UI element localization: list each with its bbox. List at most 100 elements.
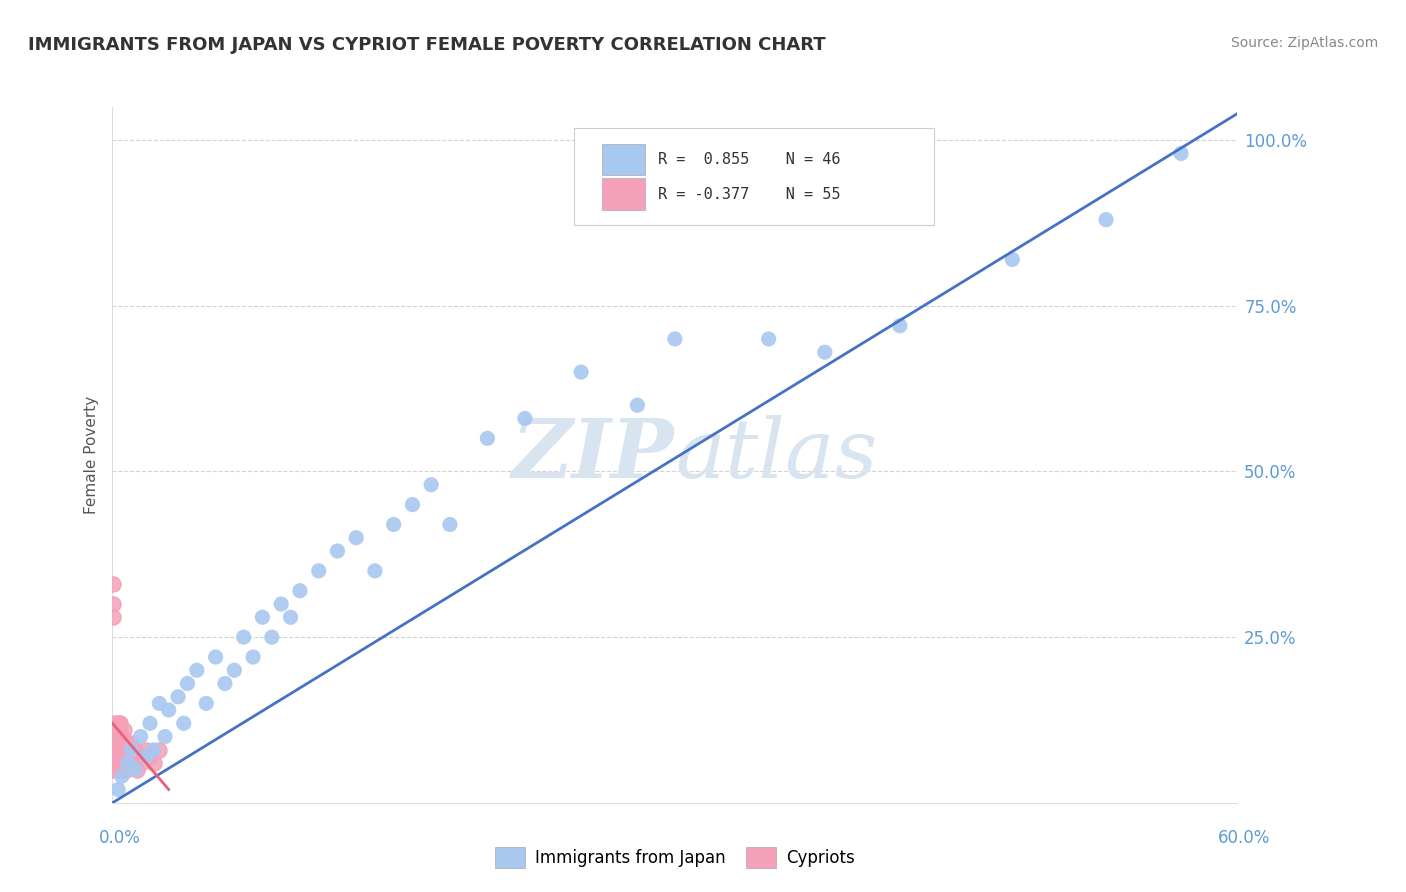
Point (110, 716, 132, 731)
Point (195, 697, 218, 711)
Point (103, 577, 125, 591)
Text: 0.0%: 0.0% (98, 829, 141, 847)
Point (260, 630, 283, 644)
Point (204, 650, 226, 665)
Point (111, 763, 134, 777)
Point (1095, 212, 1118, 227)
Point (308, 564, 330, 578)
Point (117, 743, 139, 757)
Point (111, 769, 134, 783)
Text: Source: ZipAtlas.com: Source: ZipAtlas.com (1230, 36, 1378, 50)
Text: ZIP: ZIP (512, 415, 675, 495)
Point (224, 663, 246, 677)
Point (242, 650, 264, 665)
Point (104, 749, 127, 764)
Point (105, 756, 128, 770)
Point (111, 749, 134, 764)
Point (148, 743, 170, 757)
Point (117, 756, 139, 770)
Point (232, 630, 254, 644)
Point (111, 730, 134, 744)
Point (139, 749, 162, 764)
Point (107, 716, 129, 731)
Point (401, 498, 423, 512)
Point (122, 756, 145, 770)
Point (758, 332, 780, 346)
Text: 60.0%: 60.0% (1218, 829, 1271, 847)
Point (108, 723, 131, 737)
Point (110, 743, 132, 757)
Point (326, 544, 349, 558)
Point (103, 610, 125, 624)
Point (288, 583, 311, 598)
Point (626, 398, 648, 412)
Point (114, 749, 136, 764)
Point (118, 749, 141, 764)
Text: atlas: atlas (675, 415, 877, 495)
Point (108, 756, 131, 770)
Point (103, 756, 125, 770)
Point (139, 716, 162, 731)
Text: R =  0.855    N = 46: R = 0.855 N = 46 (658, 152, 841, 167)
Y-axis label: Female Poverty: Female Poverty (83, 396, 98, 514)
Point (103, 763, 125, 777)
Point (153, 730, 176, 744)
Point (569, 365, 592, 379)
Point (214, 676, 236, 690)
Point (120, 743, 142, 757)
Point (173, 716, 195, 731)
Point (103, 743, 125, 757)
Point (129, 756, 152, 770)
Point (105, 730, 128, 744)
Point (270, 597, 292, 611)
Point (110, 763, 132, 777)
Point (128, 749, 150, 764)
Point (120, 736, 142, 750)
Point (477, 431, 499, 445)
Point (814, 345, 837, 359)
Point (364, 564, 387, 578)
Point (107, 782, 129, 797)
Point (104, 763, 127, 777)
Point (112, 736, 135, 750)
Point (124, 743, 146, 757)
Point (1170, 146, 1192, 161)
Bar (602, 178, 644, 210)
Point (104, 743, 127, 757)
Point (167, 690, 190, 704)
Point (105, 763, 128, 777)
Point (280, 610, 302, 624)
Point (252, 610, 274, 624)
Point (107, 756, 129, 770)
Point (115, 736, 138, 750)
Text: R = -0.377    N = 55: R = -0.377 N = 55 (658, 186, 841, 202)
Point (110, 736, 132, 750)
Point (129, 730, 152, 744)
Point (157, 703, 180, 717)
Point (111, 756, 134, 770)
Point (142, 743, 165, 757)
Point (114, 743, 136, 757)
Point (105, 723, 128, 737)
Point (107, 749, 129, 764)
Point (382, 517, 405, 532)
Point (186, 663, 208, 677)
Point (108, 749, 131, 764)
Point (112, 723, 135, 737)
Point (513, 411, 536, 425)
Point (103, 730, 125, 744)
Point (104, 736, 127, 750)
Point (103, 597, 125, 611)
Point (108, 730, 131, 744)
Point (112, 756, 135, 770)
Point (176, 676, 198, 690)
Point (111, 743, 134, 757)
Point (107, 736, 129, 750)
Point (117, 756, 139, 770)
Point (108, 743, 131, 757)
Point (114, 763, 136, 777)
Point (439, 517, 461, 532)
FancyBboxPatch shape (574, 128, 934, 226)
Point (124, 763, 146, 777)
Point (142, 756, 165, 770)
